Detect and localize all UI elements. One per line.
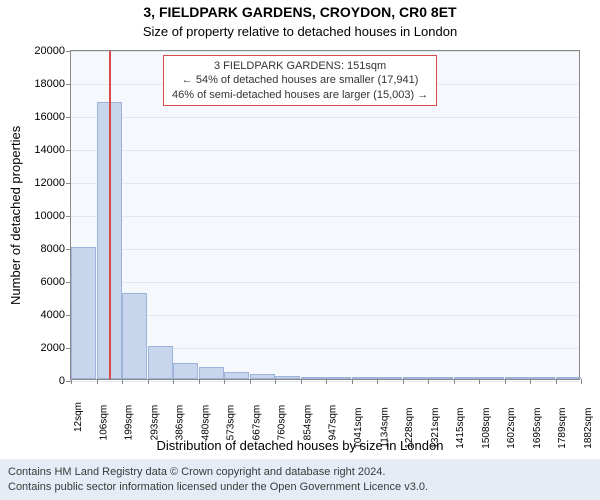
gridline	[71, 249, 579, 250]
annotation-line: 3 FIELDPARK GARDENS: 151sqm	[172, 59, 428, 73]
xtick-mark	[71, 379, 72, 384]
xtick-label: 760sqm	[277, 405, 288, 441]
xtick-label: 947sqm	[328, 405, 339, 441]
gridline	[71, 117, 579, 118]
xtick-mark	[97, 379, 98, 384]
histogram-bar	[505, 377, 530, 379]
xtick-mark	[454, 379, 455, 384]
xtick-mark	[403, 379, 404, 384]
histogram-bar	[173, 363, 198, 380]
ytick-label: 10000	[34, 210, 65, 222]
ytick-label: 2000	[41, 342, 65, 354]
histogram-bar	[454, 377, 479, 379]
xtick-label: 573sqm	[226, 405, 237, 441]
ytick-label: 18000	[34, 78, 65, 90]
ytick-label: 12000	[34, 177, 65, 189]
ytick-mark	[66, 150, 71, 151]
histogram-bar	[301, 377, 326, 379]
histogram-bar	[326, 377, 351, 379]
xtick-mark	[581, 379, 582, 384]
xtick-mark	[479, 379, 480, 384]
xtick-mark	[377, 379, 378, 384]
xtick-label: 386sqm	[175, 405, 186, 441]
ytick-label: 6000	[41, 276, 65, 288]
histogram-bar	[479, 377, 504, 379]
xtick-mark	[224, 379, 225, 384]
histogram-bar	[148, 346, 173, 379]
xtick-mark	[352, 379, 353, 384]
gridline	[71, 216, 579, 217]
ytick-mark	[66, 183, 71, 184]
histogram-bar	[224, 372, 249, 379]
ytick-mark	[66, 117, 71, 118]
ytick-label: 0	[59, 375, 65, 387]
xtick-mark	[148, 379, 149, 384]
xtick-mark	[505, 379, 506, 384]
annotation-line: ← 54% of detached houses are smaller (17…	[172, 73, 428, 87]
histogram-bar	[122, 293, 147, 379]
footer-attribution: Contains HM Land Registry data © Crown c…	[0, 459, 600, 500]
footer-line-1: Contains HM Land Registry data © Crown c…	[8, 465, 592, 479]
ytick-label: 20000	[34, 45, 65, 57]
chart-plot-area: 0200040006000800010000120001400016000180…	[70, 50, 580, 380]
annotation-line: 46% of semi-detached houses are larger (…	[172, 88, 428, 102]
gridline	[71, 183, 579, 184]
xtick-label: 293sqm	[150, 405, 161, 441]
xtick-label: 12sqm	[73, 402, 84, 432]
xtick-mark	[275, 379, 276, 384]
xtick-mark	[556, 379, 557, 384]
x-axis-label: Distribution of detached houses by size …	[0, 438, 600, 453]
footer-line-2: Contains public sector information licen…	[8, 480, 592, 494]
ytick-mark	[66, 84, 71, 85]
histogram-bar	[199, 367, 224, 379]
xtick-mark	[326, 379, 327, 384]
xtick-label: 199sqm	[124, 405, 135, 441]
xtick-mark	[428, 379, 429, 384]
xtick-mark	[250, 379, 251, 384]
xtick-label: 106sqm	[99, 405, 110, 441]
gridline	[71, 315, 579, 316]
annotation-box: 3 FIELDPARK GARDENS: 151sqm← 54% of deta…	[163, 55, 437, 106]
histogram-bar	[275, 376, 300, 379]
xtick-mark	[122, 379, 123, 384]
ytick-label: 14000	[34, 144, 65, 156]
y-axis-label: Number of detached properties	[8, 126, 23, 305]
ytick-label: 4000	[41, 309, 65, 321]
gridline	[71, 282, 579, 283]
page-title: 3, FIELDPARK GARDENS, CROYDON, CR0 8ET	[0, 4, 600, 20]
ytick-label: 16000	[34, 111, 65, 123]
histogram-bar	[530, 377, 555, 379]
xtick-mark	[301, 379, 302, 384]
histogram-bar	[71, 247, 96, 379]
gridline	[71, 150, 579, 151]
gridline	[71, 51, 579, 52]
histogram-bar	[377, 377, 402, 379]
xtick-label: 854sqm	[303, 405, 314, 441]
ytick-mark	[66, 216, 71, 217]
xtick-label: 480sqm	[201, 405, 212, 441]
page-subtitle: Size of property relative to detached ho…	[0, 24, 600, 39]
ytick-label: 8000	[41, 243, 65, 255]
xtick-mark	[199, 379, 200, 384]
ytick-mark	[66, 51, 71, 52]
property-marker-line	[109, 51, 111, 379]
xtick-mark	[173, 379, 174, 384]
histogram-bar	[250, 374, 275, 379]
histogram-bar	[352, 377, 377, 379]
xtick-mark	[530, 379, 531, 384]
histogram-bar	[556, 377, 581, 379]
histogram-bar	[428, 377, 453, 379]
xtick-label: 667sqm	[252, 405, 263, 441]
histogram-bar	[403, 377, 428, 379]
